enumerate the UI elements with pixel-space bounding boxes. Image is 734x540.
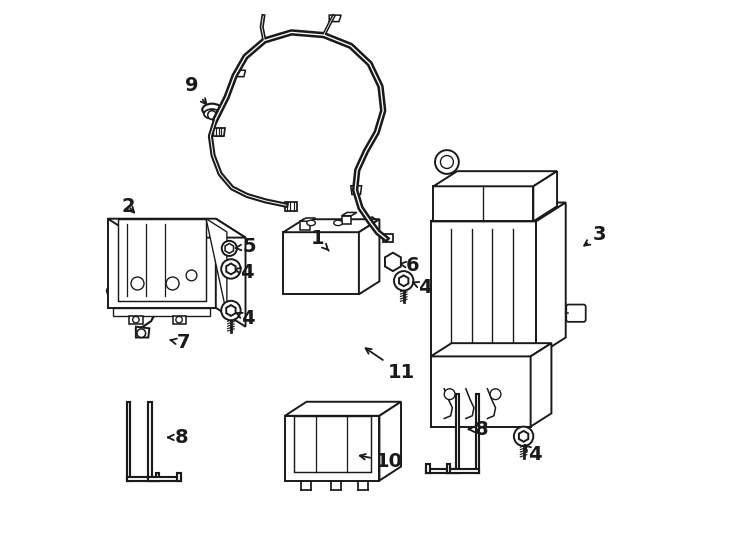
Polygon shape xyxy=(379,402,401,481)
Polygon shape xyxy=(447,464,450,472)
Polygon shape xyxy=(426,469,459,472)
Ellipse shape xyxy=(334,220,342,226)
Circle shape xyxy=(490,389,501,400)
Polygon shape xyxy=(431,221,536,356)
Polygon shape xyxy=(433,171,557,186)
Text: 6: 6 xyxy=(400,256,419,275)
Text: 10: 10 xyxy=(360,452,403,471)
Text: 2: 2 xyxy=(122,197,135,216)
Circle shape xyxy=(440,156,454,168)
Ellipse shape xyxy=(203,104,222,116)
Polygon shape xyxy=(178,472,181,481)
Circle shape xyxy=(444,389,455,400)
Text: 4: 4 xyxy=(234,263,254,282)
Circle shape xyxy=(221,259,241,279)
FancyBboxPatch shape xyxy=(566,305,586,322)
Polygon shape xyxy=(447,469,479,472)
Polygon shape xyxy=(426,464,429,472)
Circle shape xyxy=(208,111,217,119)
Polygon shape xyxy=(341,212,357,215)
Polygon shape xyxy=(431,356,531,427)
Polygon shape xyxy=(341,215,352,224)
Polygon shape xyxy=(236,70,245,77)
Polygon shape xyxy=(285,416,379,481)
Polygon shape xyxy=(433,186,534,221)
Polygon shape xyxy=(283,219,379,232)
Text: 9: 9 xyxy=(185,76,206,104)
Text: 1: 1 xyxy=(310,229,329,251)
Circle shape xyxy=(514,427,534,446)
Circle shape xyxy=(186,270,197,281)
Ellipse shape xyxy=(204,109,220,119)
Circle shape xyxy=(176,316,182,323)
Polygon shape xyxy=(431,343,551,356)
Polygon shape xyxy=(117,219,206,301)
Circle shape xyxy=(221,301,241,320)
Circle shape xyxy=(131,277,144,290)
Circle shape xyxy=(166,277,179,290)
Polygon shape xyxy=(330,15,341,22)
Polygon shape xyxy=(206,219,227,314)
Polygon shape xyxy=(172,316,186,324)
Circle shape xyxy=(388,257,398,267)
Polygon shape xyxy=(136,327,150,338)
Text: 11: 11 xyxy=(366,348,415,382)
Text: 7: 7 xyxy=(170,333,190,353)
Polygon shape xyxy=(148,477,181,481)
Text: 4: 4 xyxy=(525,445,541,464)
Polygon shape xyxy=(283,232,359,294)
Polygon shape xyxy=(129,316,143,324)
Polygon shape xyxy=(113,308,211,316)
Polygon shape xyxy=(300,218,316,221)
Text: 4: 4 xyxy=(413,278,432,297)
Polygon shape xyxy=(531,343,551,427)
Text: 8: 8 xyxy=(468,420,488,439)
Ellipse shape xyxy=(307,220,316,226)
Circle shape xyxy=(435,150,459,174)
Polygon shape xyxy=(285,402,401,416)
Polygon shape xyxy=(285,202,297,211)
Circle shape xyxy=(137,329,145,338)
Polygon shape xyxy=(213,128,225,136)
Polygon shape xyxy=(383,234,393,242)
Polygon shape xyxy=(536,202,566,356)
Text: 8: 8 xyxy=(168,428,189,447)
Polygon shape xyxy=(148,402,151,481)
Polygon shape xyxy=(359,219,379,294)
Polygon shape xyxy=(127,477,159,481)
Polygon shape xyxy=(156,472,159,481)
Circle shape xyxy=(133,316,139,323)
Polygon shape xyxy=(294,416,371,472)
Text: 4: 4 xyxy=(236,309,255,328)
Polygon shape xyxy=(456,394,459,472)
Polygon shape xyxy=(108,219,245,238)
Polygon shape xyxy=(127,402,130,481)
Text: 3: 3 xyxy=(584,225,606,246)
Circle shape xyxy=(394,271,413,291)
Polygon shape xyxy=(300,221,310,230)
Polygon shape xyxy=(534,171,557,221)
Polygon shape xyxy=(216,219,245,327)
Polygon shape xyxy=(431,202,566,221)
Polygon shape xyxy=(476,394,479,472)
Circle shape xyxy=(222,241,237,256)
Polygon shape xyxy=(351,186,362,194)
Polygon shape xyxy=(108,219,216,308)
Text: 5: 5 xyxy=(236,237,256,256)
